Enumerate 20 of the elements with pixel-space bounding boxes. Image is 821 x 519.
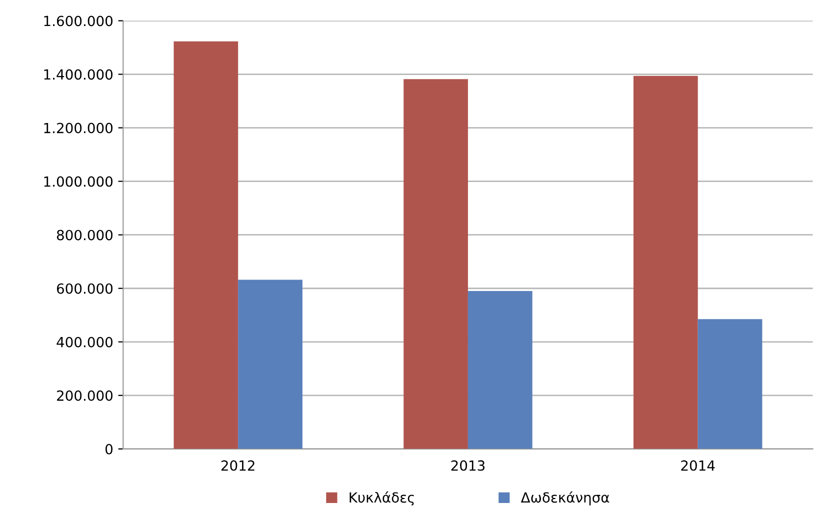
y-tick-label: 1.400.000 (44, 69, 113, 80)
y-tick-label: 0 (106, 444, 113, 454)
x-tick-label: 2012 (221, 460, 254, 471)
y-tick-label: 1.200.000 (44, 122, 113, 134)
y-tick-label: 1.600.000 (44, 16, 113, 26)
y-tick-label: 200.000 (57, 390, 113, 401)
legend-label: Κυκλάδες (350, 491, 414, 506)
legend-label: Δωδεκάνησα (520, 491, 610, 506)
x-tick-label: 2013 (451, 460, 485, 471)
bar (238, 280, 302, 449)
x-tick-label: 2014 (681, 460, 715, 471)
y-tick-label: 800.000 (56, 230, 113, 240)
bar (404, 79, 468, 449)
y-tick-label: 600.000 (56, 283, 113, 294)
y-tick-label: 1.000.000 (44, 176, 113, 187)
bar (633, 76, 698, 449)
bar (468, 291, 532, 449)
y-tick-label: 400.000 (56, 336, 113, 348)
bar (174, 41, 238, 449)
bar (698, 319, 762, 449)
